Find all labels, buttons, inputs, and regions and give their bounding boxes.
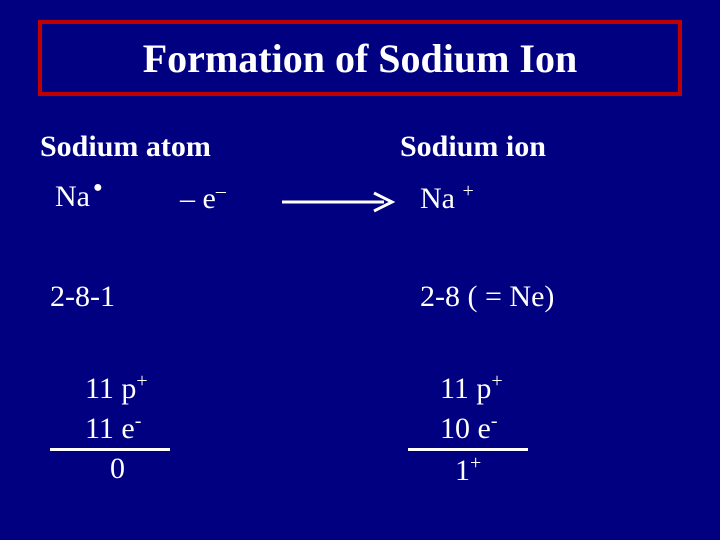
right-underline: [408, 448, 528, 451]
left-protons: 11 p+: [85, 370, 148, 406]
reaction-arrow: [280, 190, 400, 214]
lewis-dot: ●: [93, 179, 103, 196]
na-text: Na: [55, 180, 90, 213]
right-protons: 11 p+: [440, 370, 503, 406]
left-heading: Sodium atom: [40, 130, 211, 164]
right-net: 1+: [455, 452, 481, 488]
right-config: 2-8 ( = Ne): [420, 280, 554, 314]
left-net: 0: [110, 452, 125, 486]
sodium-atom-symbol: Na●: [55, 180, 100, 214]
sodium-ion-symbol: Na +: [420, 180, 474, 216]
left-config: 2-8-1: [50, 280, 115, 314]
slide-title: Formation of Sodium Ion: [143, 35, 578, 82]
minus-electron: – e–: [180, 180, 226, 216]
title-box: Formation of Sodium Ion: [38, 20, 682, 96]
right-electrons: 10 e-: [440, 410, 498, 446]
right-heading: Sodium ion: [400, 130, 546, 164]
left-electrons: 11 e-: [85, 410, 141, 446]
left-underline: [50, 448, 170, 451]
